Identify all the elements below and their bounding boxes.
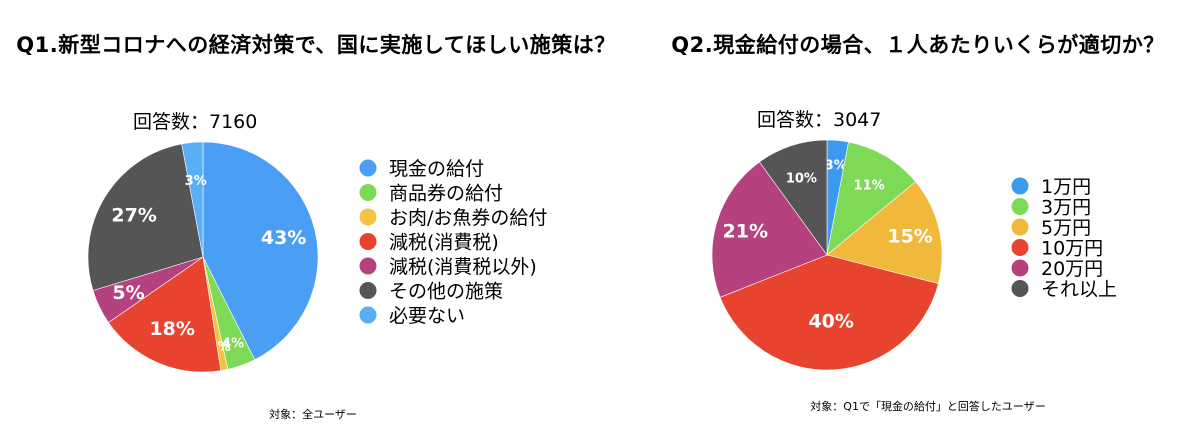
legend-label: 3万円	[1041, 197, 1091, 219]
pie-slice	[719, 254, 939, 371]
legend-label: 10万円	[1041, 238, 1103, 260]
legend-swatch	[359, 208, 377, 226]
pie-slice	[202, 141, 319, 361]
legend-swatch	[359, 159, 377, 177]
pie-slice-label: 18%	[149, 318, 194, 340]
pie-slice-label: 43%	[261, 227, 306, 249]
legend-swatch	[359, 257, 377, 275]
pie-slice-label: 4%	[222, 337, 244, 352]
q1-response-count: 回答数：7160	[133, 111, 257, 133]
q1-title: Q1.新型コロナへの経済対策で、国に実施してほしい施策は？	[16, 33, 615, 57]
pie-slice-label: 15%	[887, 225, 932, 247]
pie-slice	[826, 141, 917, 256]
legend-swatch	[1011, 239, 1029, 256]
q1-footnote: 対象：全ユーザー	[269, 407, 357, 421]
pie-slice-label: 40%	[808, 311, 853, 333]
pie-slice	[826, 181, 943, 284]
legend-swatch	[359, 282, 377, 299]
legend-label: 現金の給付	[389, 158, 484, 180]
pie-slice-label: 11%	[854, 179, 885, 194]
pie-slice-label: 3%	[825, 158, 847, 173]
legend-label: 減税(消費税以外)	[389, 256, 537, 278]
q2-footnote: 対象：Q1で「現金の給付」と回答したユーザー	[810, 399, 1045, 413]
q1-pie: 43%4%1%18%5%27%3%	[87, 141, 319, 373]
pie-slice-label: 10%	[786, 171, 817, 186]
pie-slice	[87, 143, 204, 291]
legend-swatch	[1011, 259, 1029, 277]
legend-swatch	[1011, 198, 1029, 215]
pie-slice	[758, 139, 828, 256]
q2-pie: 3% 11% 15% 40% 21% 10%	[711, 139, 943, 371]
legend-label: 1万円	[1041, 176, 1091, 198]
legend-swatch	[1011, 177, 1029, 195]
legend-label: 20万円	[1041, 258, 1103, 280]
q2-response-count: 回答数：3047	[757, 109, 881, 131]
legend-label: 減税(消費税)	[389, 232, 499, 254]
pie-slice-label: 5%	[112, 282, 144, 304]
legend-label: 商品券の給付	[389, 183, 503, 205]
legend-swatch	[359, 306, 377, 324]
q2-title: Q2.現金給付の場合、１人あたりいくらが適切か？	[671, 33, 1164, 57]
pie-slice	[108, 256, 222, 373]
pie-slice-label: 21%	[723, 220, 768, 242]
pie-slice-label: 27%	[111, 204, 156, 226]
legend-label: その他の施策	[389, 281, 503, 303]
legend-label: それ以上	[1041, 279, 1117, 301]
legend-label: お肉/お魚券の給付	[389, 207, 547, 229]
chart-q1: Q1.新型コロナへの経済対策で、国に実施してほしい施策は？ 回答数：7160 4…	[16, 33, 615, 421]
pie-slice	[181, 141, 204, 258]
legend-swatch	[359, 233, 377, 250]
chart-q2: Q2.現金給付の場合、１人あたりいくらが適切か？ 回答数：3047 3% 11% 1…	[671, 33, 1164, 413]
pie-slice	[711, 161, 828, 298]
legend-label: 必要ない	[389, 305, 465, 327]
legend-swatch	[359, 184, 377, 201]
legend-swatch	[1011, 218, 1029, 236]
pie-slice-label: 3%	[185, 174, 207, 189]
legend-swatch	[1011, 280, 1029, 297]
legend-label: 5万円	[1041, 217, 1091, 239]
